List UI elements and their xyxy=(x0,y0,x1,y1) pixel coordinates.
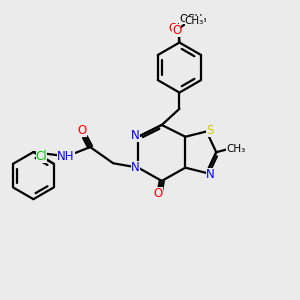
Text: O: O xyxy=(168,22,178,35)
Text: N: N xyxy=(131,161,140,174)
Text: O: O xyxy=(77,124,87,137)
Text: O: O xyxy=(154,187,163,200)
Text: N: N xyxy=(206,168,215,181)
Text: Cl: Cl xyxy=(36,150,47,163)
Text: O: O xyxy=(172,24,181,37)
Text: S: S xyxy=(206,124,214,137)
Text: methoxy: methoxy xyxy=(167,26,174,27)
Text: CH₃: CH₃ xyxy=(226,144,245,154)
Text: N: N xyxy=(131,129,140,142)
Text: OCH₃: OCH₃ xyxy=(179,14,206,24)
Text: NH: NH xyxy=(57,150,74,163)
Text: CH₃: CH₃ xyxy=(184,16,204,26)
